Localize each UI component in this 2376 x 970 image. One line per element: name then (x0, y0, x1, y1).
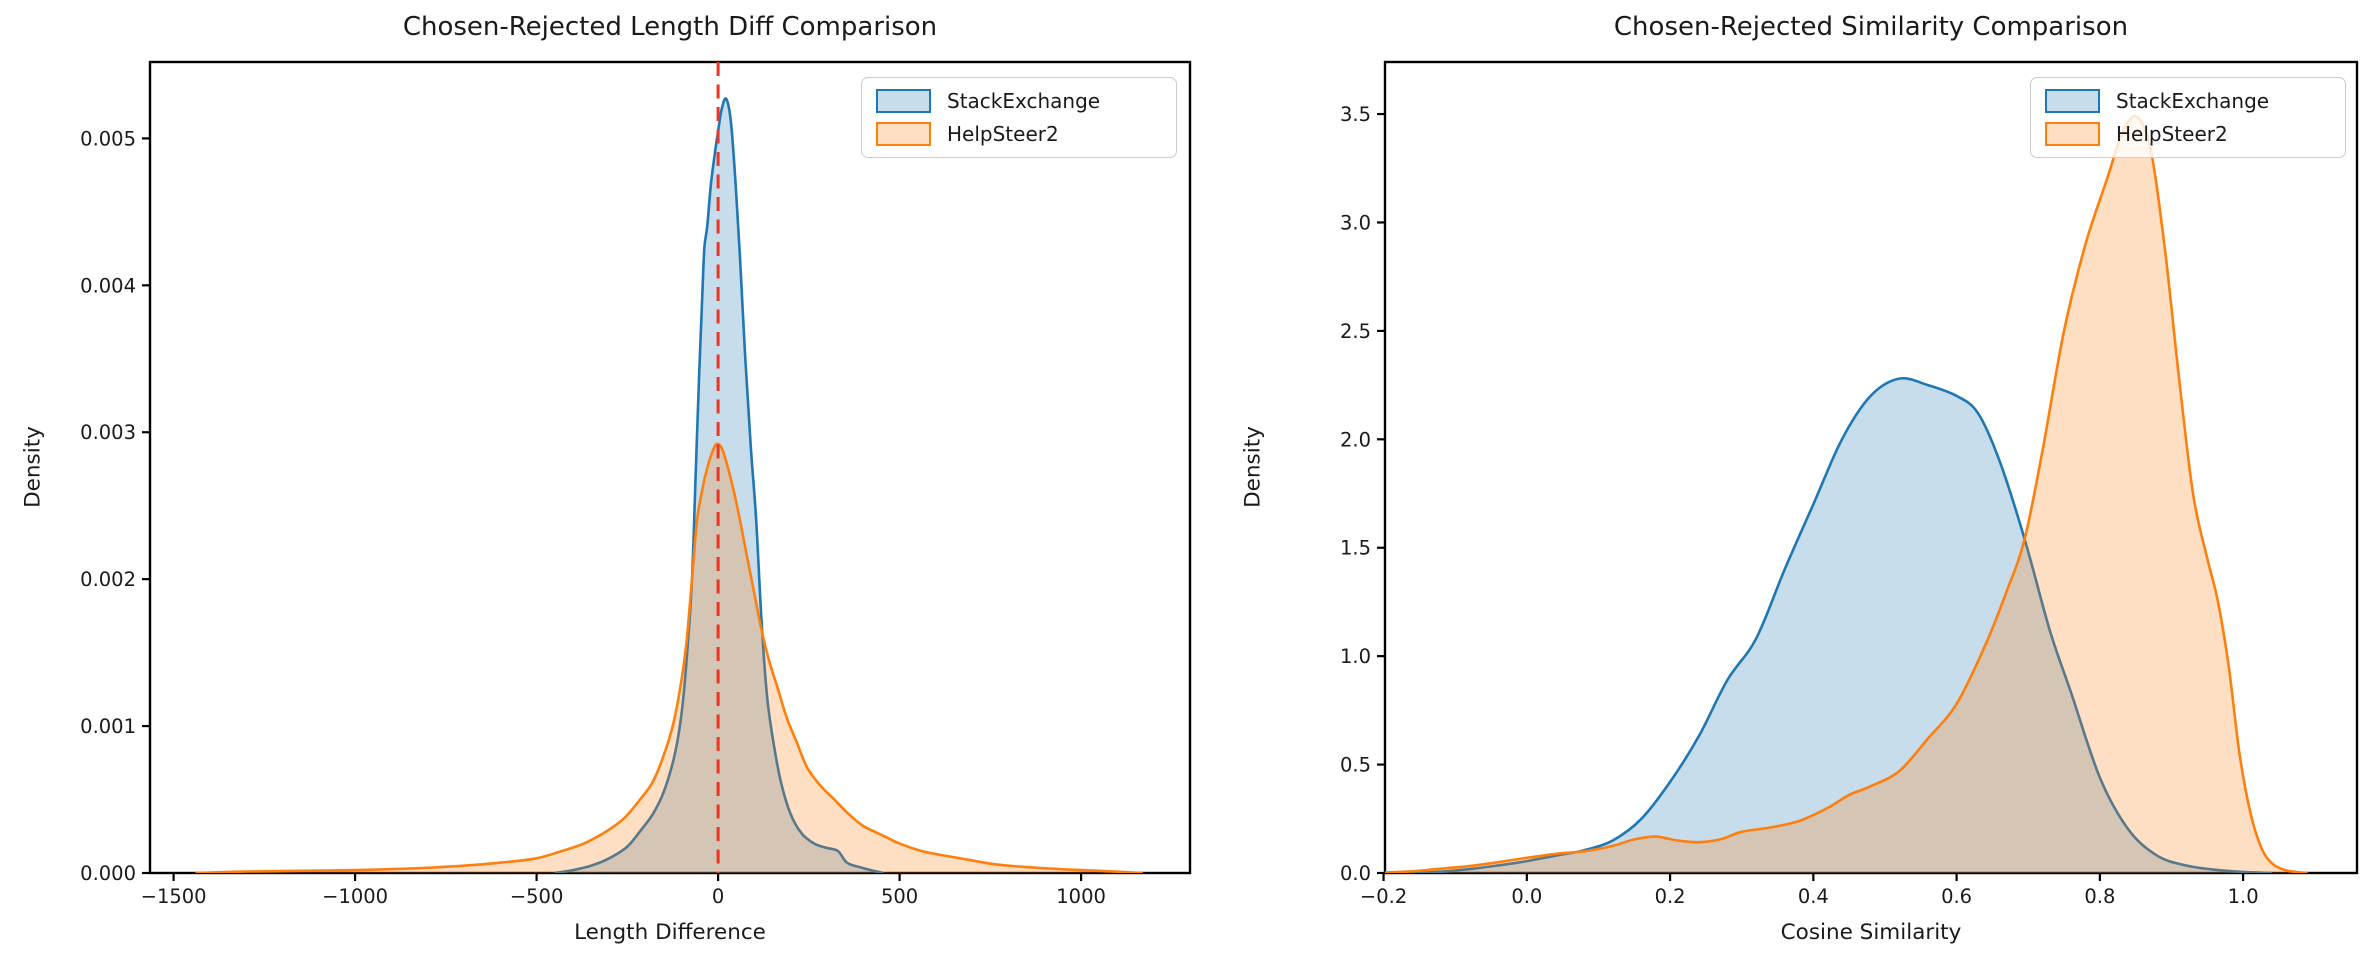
stackexchange-swatch-icon (2045, 89, 2100, 113)
left-plot-ylabel: Density (20, 426, 46, 508)
x-tick-label: −1500 (141, 885, 207, 908)
y-tick-label: 1.0 (1340, 645, 1371, 668)
right-plot-ylabel: Density (1240, 426, 1266, 508)
x-tick-label: 0.6 (1941, 885, 1972, 908)
legend-item-helpsteer2: HelpSteer2 (876, 122, 1162, 146)
x-tick-label: −0.2 (1360, 885, 1407, 908)
kde-area-helpsteer2 (1385, 116, 2308, 873)
legend-item-stackexchange: StackExchange (2045, 89, 2331, 113)
right-plot-legend: StackExchange HelpSteer2 (2030, 77, 2346, 158)
right-plot-area: −0.2 0.0 0.2 0.4 0.6 0.8 1.00.00.51.01.52.02.5… (1340, 60, 2359, 908)
legend-item-helpsteer2: HelpSteer2 (2045, 122, 2331, 146)
helpsteer2-swatch-icon (2045, 122, 2100, 146)
x-tick-label: 0.2 (1655, 885, 1686, 908)
y-tick-label: 1.5 (1340, 537, 1371, 560)
x-tick-label: 1000 (1056, 885, 1106, 908)
y-tick-label: 0.5 (1340, 754, 1371, 777)
axes-box (1383, 60, 2359, 875)
x-tick-label: 500 (881, 885, 918, 908)
x-tick-label: 1.0 (2228, 885, 2259, 908)
x-tick-label: 0.8 (2084, 885, 2115, 908)
legend-label: HelpSteer2 (947, 122, 1059, 146)
y-tick-label: 0.002 (80, 568, 136, 591)
kde-curve-helpsteer2 (1385, 114, 2308, 873)
legend-label: StackExchange (947, 89, 1101, 113)
legend-label: HelpSteer2 (2116, 122, 2228, 146)
y-tick-label: 3.0 (1340, 211, 1371, 234)
x-tick-label: −500 (510, 885, 564, 908)
y-tick-label: 0.001 (80, 715, 136, 738)
left-plot-title: Chosen-Rejected Length Diff Comparison (402, 12, 938, 42)
kde-curve-stackexchange (554, 97, 884, 873)
x-tick-label: −1000 (322, 885, 388, 908)
x-tick-label: 0.0 (1511, 885, 1542, 908)
right-plot-xlabel: Cosine Similarity (1780, 920, 1962, 945)
y-tick-label: 0.004 (80, 274, 136, 297)
x-tick-label: 0.4 (1798, 885, 1829, 908)
legend-item-stackexchange: StackExchange (876, 89, 1162, 113)
kde-area-stackexchange (554, 98, 884, 873)
y-tick-label: 0.000 (80, 862, 136, 885)
stackexchange-swatch-icon (876, 89, 931, 113)
right-plot-title: Chosen-Rejected Similarity Comparison (1613, 12, 2129, 42)
y-tick-label: 0.003 (80, 421, 136, 444)
helpsteer2-swatch-icon (876, 122, 931, 146)
kde-curve-helpsteer2 (195, 442, 1143, 873)
y-tick-label: 0.0 (1340, 862, 1371, 885)
y-tick-label: 2.0 (1340, 428, 1371, 451)
left-plot-area: −1500 −1000 −500 0 500 1000 0.000 0.001 0.002 0.0… (80, 60, 1192, 908)
left-plot-legend: StackExchange HelpSteer2 (861, 77, 1177, 158)
left-plot-xlabel: Length Difference (574, 920, 766, 945)
axes-box (148, 60, 1192, 875)
y-tick-label: 2.5 (1340, 320, 1371, 343)
legend-label: StackExchange (2116, 89, 2270, 113)
kde-area-stackexchange (1412, 378, 2272, 873)
kde-area-helpsteer2 (195, 443, 1143, 873)
y-tick-label: 0.005 (80, 127, 136, 150)
x-tick-label: 0 (712, 885, 724, 908)
y-tick-label: 3.5 (1340, 103, 1371, 126)
